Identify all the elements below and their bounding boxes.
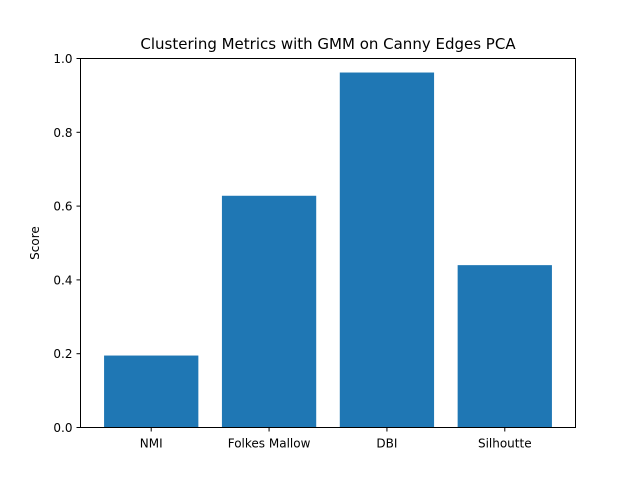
bar-nmi — [104, 355, 199, 428]
bar-folkes-mallow — [221, 195, 317, 428]
y-tick-label: 1.0 — [53, 52, 72, 66]
plot-frame — [80, 58, 576, 428]
x-tick-label: Folkes Mallow — [228, 437, 311, 451]
y-tick-label: 0.2 — [53, 347, 72, 361]
y-axis-ticks: 0.0 0.2 0.4 0.6 0.8 1.0 — [53, 52, 81, 435]
x-tick-label: Silhoutte — [478, 437, 532, 451]
y-tick-label: 0.8 — [53, 126, 72, 140]
bar-dbi — [339, 72, 435, 428]
y-axis-label: Score — [28, 226, 42, 260]
x-tick-label: NMI — [140, 437, 163, 451]
bars-group — [104, 72, 552, 428]
x-axis-ticks: NMI Folkes Mallow DBI Silhoutte — [140, 427, 532, 451]
bar-silhoutte — [457, 265, 552, 428]
y-tick-label: 0.0 — [53, 421, 72, 435]
y-tick-label: 0.6 — [53, 200, 72, 214]
chart-title: Clustering Metrics with GMM on Canny Edg… — [140, 35, 516, 53]
x-tick-label: DBI — [376, 437, 397, 451]
y-tick-label: 0.4 — [53, 273, 72, 287]
